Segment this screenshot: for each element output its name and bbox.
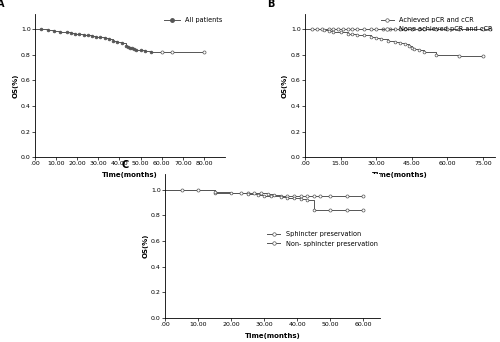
Legend: Achieved pCR and cCR, None achieved pCR and cCR: Achieved pCR and cCR, None achieved pCR … [379,15,494,34]
Y-axis label: OS(%): OS(%) [12,73,18,98]
X-axis label: Time(months): Time(months) [102,172,158,178]
X-axis label: Time(months): Time(months) [244,333,300,339]
Y-axis label: OS(%): OS(%) [282,73,288,98]
Text: A: A [0,0,4,9]
Legend: All patients: All patients [162,15,224,24]
Legend: Sphincter preservation, Non- sphincter preservation: Sphincter preservation, Non- sphincter p… [266,230,379,248]
X-axis label: Time(months): Time(months) [372,172,428,178]
Y-axis label: OS(%): OS(%) [142,234,148,259]
Text: B: B [267,0,274,9]
Text: C: C [122,160,129,170]
